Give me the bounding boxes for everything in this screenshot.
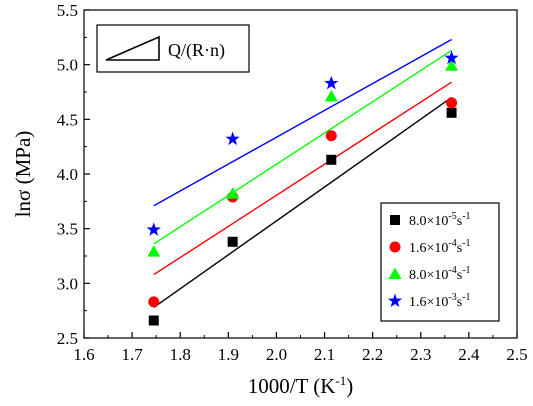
y-axis-label: lnσ (MPa) xyxy=(11,131,35,218)
x-tick-label: 2.4 xyxy=(458,345,480,364)
data-point-star xyxy=(225,131,240,146)
slope-triangle-icon xyxy=(105,35,160,61)
legend-label-unit: s xyxy=(457,295,462,310)
legend-label-unit: s xyxy=(457,268,462,283)
data-point-square xyxy=(326,154,337,165)
data-point-square xyxy=(227,236,238,247)
legend-label-base: 1.6×10 xyxy=(409,295,448,310)
x-axis: 1.6 1.7 1.8 1.9 2.0 2.1 2.2 2.3 2.4 2.5 xyxy=(73,332,528,364)
fit-line-1 xyxy=(153,96,452,308)
fit-line-2 xyxy=(153,81,452,276)
legend-label: 8.0×10-5s-1 xyxy=(409,211,471,229)
legend-label-exponent: -3 xyxy=(448,292,456,303)
legend-label-unit-exponent: -1 xyxy=(462,292,470,303)
legend: 8.0×10-5s-11.6×10-4s-18.0×10-4s-11.6×10-… xyxy=(380,202,500,322)
x-axis-label-end: ) xyxy=(346,374,353,398)
data-point-circle xyxy=(325,130,337,142)
legend-label: 8.0×10-4s-1 xyxy=(409,265,471,283)
annotation-text: Q/(R·n) xyxy=(168,40,225,61)
y-tick-label: 4.0 xyxy=(57,165,78,184)
slope-annotation: Q/(R·n) xyxy=(96,24,250,73)
legend-label-exponent: -4 xyxy=(448,238,456,249)
x-tick-label: 2.2 xyxy=(362,345,383,364)
x-tick-label: 2.0 xyxy=(266,345,287,364)
data-point-triangle xyxy=(226,187,240,199)
fit-line-3 xyxy=(153,49,452,245)
legend-label-unit-exponent: -1 xyxy=(462,238,470,249)
data-point-star xyxy=(324,75,339,90)
data-point-square xyxy=(148,315,159,326)
legend-marker-square xyxy=(390,215,400,225)
legend-label: 1.6×10-4s-1 xyxy=(409,238,471,256)
legend-marker-star xyxy=(387,293,403,308)
y-tick-label: 2.5 xyxy=(57,329,78,348)
legend-box xyxy=(380,202,500,322)
x-axis-label: 1000/T (K-1) xyxy=(248,373,354,398)
x-tick-label: 2.1 xyxy=(314,345,335,364)
x-tick-label: 1.9 xyxy=(218,345,239,364)
legend-label-exponent: -4 xyxy=(448,265,456,276)
legend-marker-circle xyxy=(389,241,401,253)
data-point-triangle xyxy=(324,89,338,102)
x-tick-label: 1.7 xyxy=(121,345,143,364)
y-axis: 2.5 3.0 3.5 4.0 4.5 5.0 5.5 xyxy=(57,1,90,348)
legend-label: 1.6×10-3s-1 xyxy=(409,292,471,310)
x-axis-label-main: 1000/T (K xyxy=(248,374,336,398)
legend-label-base: 8.0×10 xyxy=(409,268,448,283)
x-axis-label-superscript: -1 xyxy=(335,373,346,388)
fit-line-4 xyxy=(153,38,452,207)
y-tick-label: 5.0 xyxy=(57,56,78,75)
legend-label-unit-exponent: -1 xyxy=(462,211,470,222)
data-point-star xyxy=(444,50,459,65)
legend-label-base: 1.6×10 xyxy=(409,241,448,256)
y-tick-label: 3.5 xyxy=(57,220,78,239)
legend-label-unit: s xyxy=(457,241,462,256)
legend-label-base: 8.0×10 xyxy=(409,214,448,229)
legend-marker-triangle xyxy=(388,267,402,279)
x-tick-label: 1.6 xyxy=(73,345,94,364)
data-point-star xyxy=(146,222,161,236)
x-tick-label: 1.8 xyxy=(170,345,191,364)
fit-lines xyxy=(153,38,452,308)
data-point-circle xyxy=(148,296,160,308)
y-tick-label: 5.5 xyxy=(57,1,78,20)
annotation-box xyxy=(96,24,250,73)
legend-label-exponent: -5 xyxy=(448,211,456,222)
legend-items: 8.0×10-5s-11.6×10-4s-18.0×10-4s-11.6×10-… xyxy=(387,211,471,310)
data-point-triangle xyxy=(147,245,161,257)
x-tick-label: 2.5 xyxy=(506,345,527,364)
data-point-triangle xyxy=(445,59,459,71)
data-point-square xyxy=(446,107,457,118)
y-tick-label: 4.5 xyxy=(57,110,78,129)
legend-label-unit: s xyxy=(457,214,462,229)
data-point-circle xyxy=(446,97,458,109)
legend-label-unit-exponent: -1 xyxy=(462,265,470,276)
y-tick-label: 3.0 xyxy=(57,274,78,293)
data-points xyxy=(146,50,459,326)
x-tick-label: 2.3 xyxy=(410,345,431,364)
